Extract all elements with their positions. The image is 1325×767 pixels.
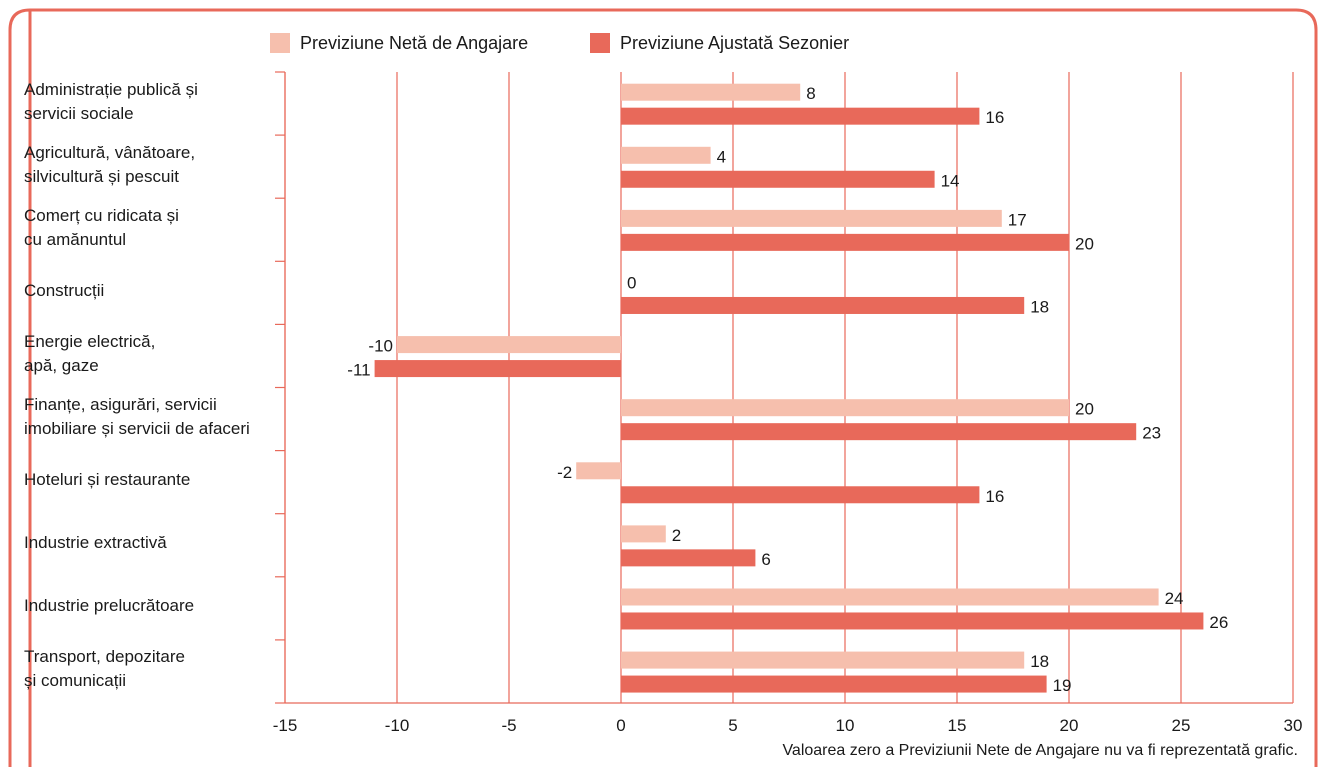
legend-label-net: Previziune Netă de Angajare <box>300 32 529 53</box>
data-label: -10 <box>368 337 393 356</box>
x-tick-label: -15 <box>273 716 298 735</box>
data-label: 18 <box>1030 652 1049 671</box>
category-label-line: Administrație publică și <box>24 79 198 99</box>
category-label: Industrie extractivă <box>24 531 274 555</box>
category-label: Agricultură, vânătoare, silvicultură și p… <box>24 141 274 189</box>
category-label: Transport, depozitare și comunicații <box>24 645 274 693</box>
data-label: 26 <box>1209 613 1228 632</box>
legend-swatch-adjusted <box>590 33 610 53</box>
category-label: Administrație publică și servicii sociale <box>24 78 274 126</box>
bar-adjusted <box>621 296 1025 314</box>
chart-footnote: Valoarea zero a Previziunii Nete de Anga… <box>782 742 1298 759</box>
data-label: 8 <box>806 84 815 103</box>
data-label: 0 <box>627 273 636 292</box>
x-tick-label: 10 <box>836 716 855 735</box>
bar-adjusted <box>621 423 1137 441</box>
bar-net <box>621 651 1025 669</box>
legend-label-adjusted: Previziune Ajustată Sezonier <box>620 32 850 53</box>
x-tick-label: -5 <box>501 716 516 735</box>
data-label: 16 <box>985 487 1004 506</box>
bar-adjusted <box>621 549 756 567</box>
category-label: Industrie prelucrătoare <box>24 594 274 618</box>
category-label: Construcții <box>24 279 274 303</box>
category-label-line: Comerț cu ridicata și <box>24 205 179 225</box>
category-label-line: Finanțe, asigurări, servicii <box>24 395 217 415</box>
bar-net <box>397 336 621 354</box>
chart-legend: Previziune Netă de Angajare <box>270 28 528 58</box>
x-tick-label: -10 <box>385 716 410 735</box>
bar-adjusted <box>621 170 935 188</box>
bar-adjusted <box>621 486 980 504</box>
data-label: 4 <box>717 147 726 166</box>
bar-adjusted <box>621 612 1204 630</box>
category-label: Hoteluri și restaurante <box>24 468 274 492</box>
bar-adjusted <box>621 233 1069 251</box>
category-label-line: Industrie extractivă <box>24 533 167 553</box>
bar-net <box>621 83 801 101</box>
category-label-line: servicii sociale <box>24 103 134 123</box>
category-label-line: Energie electrică, <box>24 331 156 351</box>
data-label: -2 <box>557 463 572 482</box>
bar-adjusted <box>621 675 1047 693</box>
bar-adjusted <box>621 107 980 125</box>
category-label-line: Agricultură, vânătoare, <box>24 142 196 162</box>
legend-swatch-net <box>270 33 290 53</box>
data-label: 19 <box>1053 676 1072 695</box>
bar-net <box>621 209 1002 227</box>
data-label: 18 <box>1030 297 1049 316</box>
category-label-line: imobiliare și servicii de afaceri <box>24 419 250 439</box>
category-label-line: Hoteluri și restaurante <box>24 470 191 490</box>
bar-net <box>621 588 1159 606</box>
chart-legend-2: Previziune Ajustată Sezonier <box>590 28 849 58</box>
data-label: -11 <box>347 361 370 380</box>
data-label: 20 <box>1075 234 1094 253</box>
bar-net <box>621 146 711 164</box>
bar-net <box>621 399 1069 417</box>
category-label-line: Construcții <box>24 280 105 300</box>
category-label-line: apă, gaze <box>24 355 99 375</box>
category-label-line: cu amănuntul <box>24 229 127 249</box>
bar-adjusted <box>374 360 621 378</box>
data-label: 2 <box>672 526 681 545</box>
data-label: 24 <box>1165 589 1184 608</box>
category-label-line: Industrie prelucrătoare <box>24 596 195 616</box>
x-tick-label: 20 <box>1060 716 1079 735</box>
x-tick-label: 30 <box>1284 716 1303 735</box>
bar-net <box>621 525 666 543</box>
category-label: Comerț cu ridicata și cu amănuntul <box>24 204 274 252</box>
category-label: Energie electrică, apă, gaze <box>24 330 274 378</box>
data-label: 20 <box>1075 400 1094 419</box>
data-label: 6 <box>761 550 770 569</box>
category-label: Finanțe, asigurări, servicii imobiliare ș… <box>24 393 274 441</box>
data-label: 17 <box>1008 210 1027 229</box>
x-tick-label: 0 <box>616 716 625 735</box>
data-label: 14 <box>941 171 960 190</box>
category-label-line: și comunicații <box>24 671 127 691</box>
x-tick-label: 25 <box>1172 716 1191 735</box>
category-label-line: silvicultură și pescuit <box>24 166 179 186</box>
category-label-line: Transport, depozitare <box>24 647 185 667</box>
data-label: 16 <box>985 108 1004 127</box>
x-tick-label: 5 <box>728 716 737 735</box>
x-tick-label: 15 <box>948 716 967 735</box>
data-label: 23 <box>1142 424 1161 443</box>
bar-net <box>576 462 621 480</box>
